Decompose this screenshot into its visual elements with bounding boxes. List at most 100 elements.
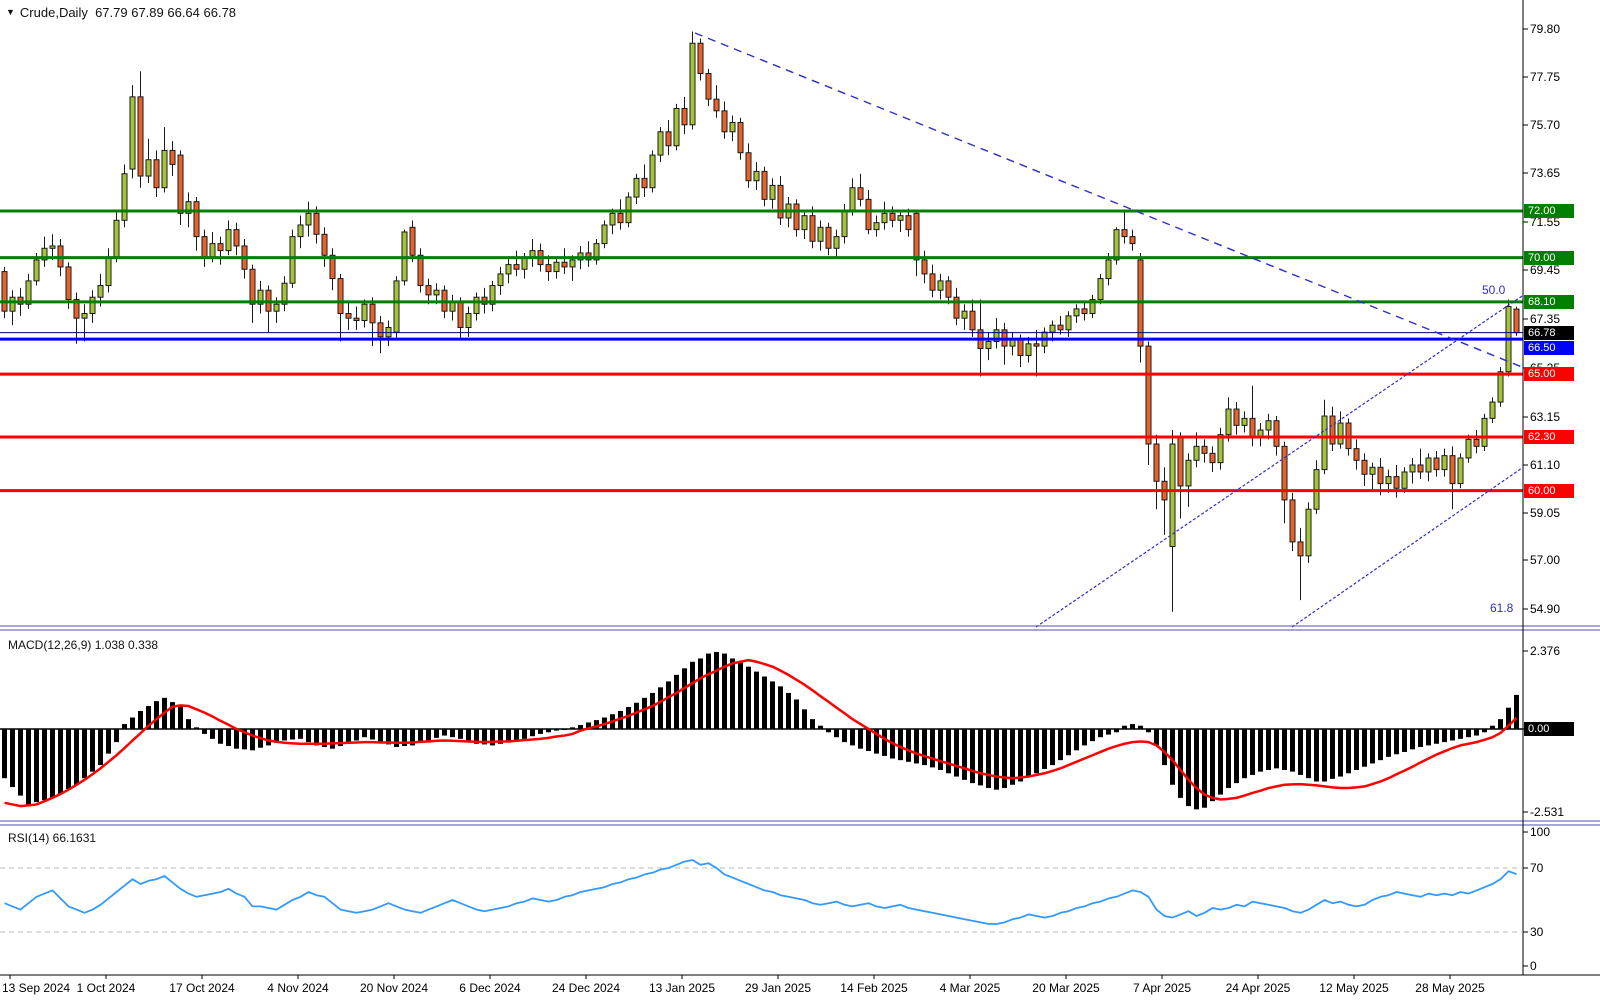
candle-bear (1513, 308, 1520, 334)
macd-histogram-bar (842, 729, 847, 743)
candle-bear (329, 254, 336, 280)
macd-histogram-bar (2, 729, 7, 779)
candle-bull (1425, 457, 1432, 473)
candle-bear (561, 261, 568, 268)
macd-histogram-bar (930, 729, 935, 768)
date-label[interactable]: 14 Feb 2025 (840, 981, 908, 995)
candle-bear (1393, 476, 1400, 489)
candle-bear (201, 236, 208, 259)
price-level-badge: 66.50 (1524, 341, 1574, 355)
macd-histogram-bar (810, 719, 815, 729)
candle-bull (97, 285, 104, 298)
ascending-trendline-50[interactable] (1035, 295, 1523, 628)
macd-histogram-bar (634, 702, 639, 729)
macd-histogram-bar (1162, 729, 1167, 766)
collapse-triangle-icon[interactable]: ▼ (6, 7, 15, 17)
macd-histogram-bar (10, 729, 15, 788)
macd-histogram-bar (666, 681, 671, 729)
candle-bull (569, 259, 576, 268)
macd-histogram-bar (1290, 729, 1295, 772)
date-label[interactable]: 6 Dec 2024 (459, 981, 521, 995)
date-label[interactable]: 20 Mar 2025 (1032, 981, 1100, 995)
candle-bear (617, 212, 624, 224)
macd-histogram-bar (1418, 729, 1423, 748)
candle-bull (25, 280, 32, 305)
macd-histogram-bar (330, 729, 335, 749)
date-label[interactable]: 29 Jan 2025 (744, 981, 812, 995)
macd-histogram-bar (234, 729, 239, 749)
candle-bull (689, 42, 696, 126)
candle-bull (993, 329, 1000, 342)
macd-histogram-bar (58, 729, 63, 794)
macd-histogram-bar (1378, 729, 1383, 761)
candle-bull (1401, 471, 1408, 489)
ascending-trendline-618[interactable] (1291, 467, 1523, 628)
macd-histogram-bar (106, 729, 111, 754)
macd-histogram-bar (1082, 729, 1087, 746)
candle-bear (217, 243, 224, 252)
macd-histogram-bar (1338, 729, 1343, 777)
macd-histogram-bar (210, 729, 215, 739)
candle-bull (985, 340, 992, 349)
candle-bear (457, 301, 464, 328)
candle-bull (1025, 343, 1032, 356)
candle-bear (697, 42, 704, 75)
macd-histogram-bar (546, 729, 551, 733)
date-label[interactable]: 7 Apr 2025 (1132, 981, 1192, 995)
candle-bull (1489, 401, 1496, 419)
macd-histogram-bar (458, 729, 463, 739)
candle-bull (753, 170, 760, 182)
macd-signal-line (4, 658, 1518, 808)
date-label[interactable]: 1 Oct 2024 (76, 981, 136, 995)
macd-histogram-bar (578, 725, 583, 729)
macd-histogram-bar (818, 725, 823, 729)
macd-histogram-bar (698, 658, 703, 729)
macd-axis-label: 2.376 (1530, 644, 1561, 658)
date-label[interactable]: 4 Mar 2025 (939, 981, 1001, 995)
date-label[interactable]: 24 Dec 2024 (551, 981, 621, 995)
macd-histogram-bar (378, 729, 383, 743)
date-label[interactable]: 13 Sep 2024 (2, 981, 71, 995)
date-label[interactable]: 20 Nov 2024 (359, 981, 429, 995)
candle-bull (185, 201, 192, 214)
candle-bear (177, 154, 184, 214)
rsi-axis-label: 70 (1530, 861, 1544, 875)
fibonacci-level-label[interactable]: 50.0 (1482, 283, 1506, 297)
date-label[interactable]: 4 Nov 2024 (267, 981, 329, 995)
candle-bear (1145, 345, 1152, 445)
candle-bull (897, 215, 904, 221)
date-label[interactable]: 28 May 2025 (1415, 981, 1485, 995)
candle-bull (841, 210, 848, 238)
date-label[interactable]: 24 Apr 2025 (1225, 981, 1291, 995)
date-label[interactable]: 13 Jan 2025 (648, 981, 716, 995)
candle-bull (881, 212, 888, 224)
candle-bull (1241, 417, 1248, 426)
price-axis-label: 77.75 (1530, 70, 1561, 84)
chart-title: ▼ Crude,Daily 67.79 67.89 66.64 66.78 (6, 5, 236, 20)
macd-histogram-bar (962, 729, 967, 780)
macd-histogram-bar (882, 729, 887, 756)
macd-histogram-bar (898, 729, 903, 761)
candle-bear (153, 159, 160, 189)
macd-histogram-bar (138, 710, 143, 729)
descending-dashed-trendline[interactable] (694, 32, 1523, 368)
macd-histogram-bar (522, 729, 527, 739)
candle-bear (681, 107, 688, 126)
macd-histogram-bar (194, 727, 199, 729)
candle-bear (337, 278, 344, 315)
fibonacci-level-label[interactable]: 61.8 (1490, 601, 1514, 615)
candle-bear (737, 121, 744, 154)
macd-histogram-bar (1314, 729, 1319, 782)
candle-bull (289, 236, 296, 284)
candle-bull (849, 187, 856, 212)
macd-histogram-bar (122, 724, 127, 729)
date-label[interactable]: 12 May 2025 (1319, 981, 1389, 995)
macd-histogram-bar (1402, 729, 1407, 752)
macd-histogram-bar (1322, 729, 1327, 782)
date-label[interactable]: 17 Oct 2024 (169, 981, 235, 995)
macd-histogram-bar (306, 729, 311, 743)
candle-bull (1225, 408, 1232, 436)
macd-histogram-bar (170, 702, 175, 729)
rsi-axis-label: 100 (1530, 825, 1551, 839)
